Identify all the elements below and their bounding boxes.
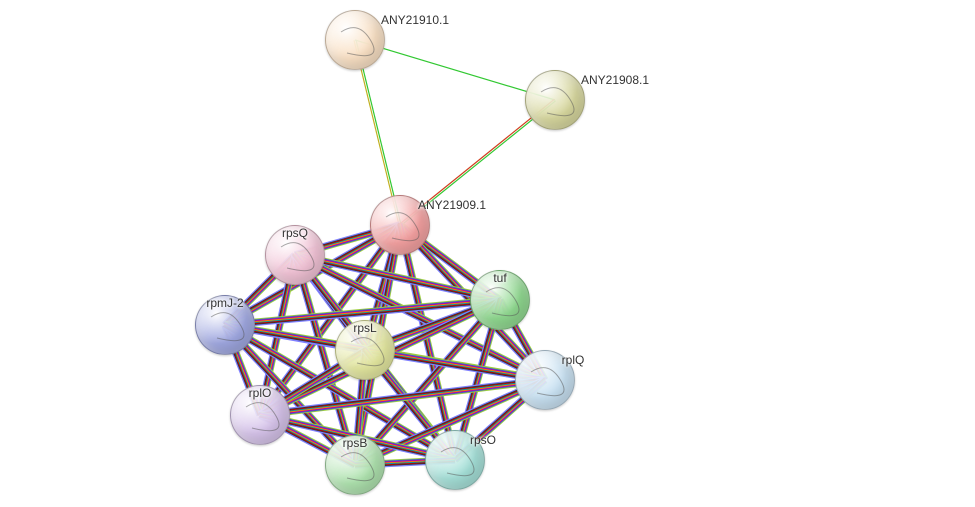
node-ANY21908[interactable] [525, 70, 585, 130]
node-glyph [471, 271, 531, 331]
node-glyph [326, 436, 386, 496]
node-tuf[interactable] [470, 270, 530, 330]
node-glyph [516, 351, 576, 411]
node-rpsB[interactable] [325, 435, 385, 495]
node-ANY21910[interactable] [325, 10, 385, 70]
node-glyph [266, 226, 326, 286]
node-glyph [326, 11, 386, 71]
node-rpsL[interactable] [335, 320, 395, 380]
node-glyph [196, 296, 256, 356]
node-glyph [231, 386, 291, 446]
network-graph: ANY21910.1ANY21908.1ANY21909.1rpsQrpmJ-2… [0, 0, 975, 507]
node-rpmJ-2[interactable] [195, 295, 255, 355]
node-glyph [526, 71, 586, 131]
node-rplQ[interactable] [515, 350, 575, 410]
node-glyph [426, 431, 486, 491]
node-ANY21909[interactable] [370, 195, 430, 255]
node-glyph [371, 196, 431, 256]
edges-layer [0, 0, 975, 507]
node-rpsO[interactable] [425, 430, 485, 490]
node-rplO[interactable] [230, 385, 290, 445]
node-rpsQ[interactable] [265, 225, 325, 285]
node-glyph [336, 321, 396, 381]
